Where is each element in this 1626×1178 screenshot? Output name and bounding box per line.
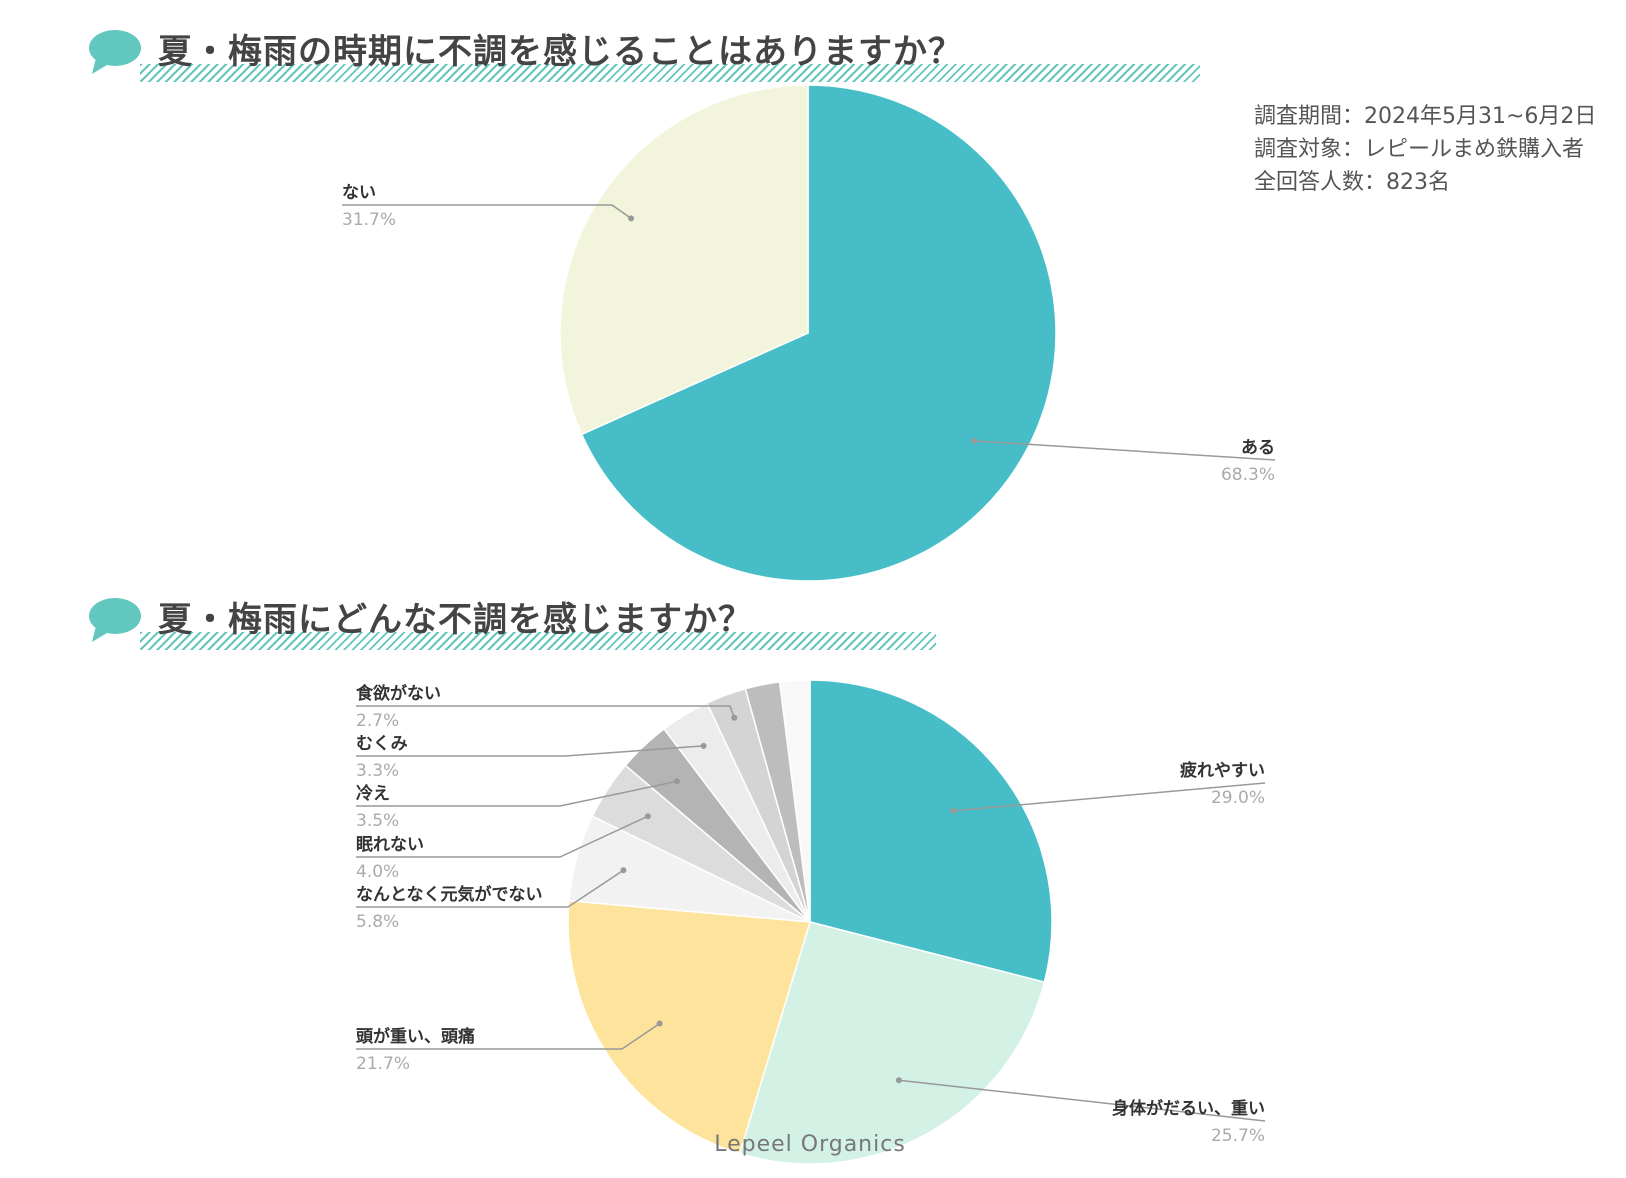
brand-footer: Lepeel Organics	[714, 1132, 906, 1157]
pie2-label-3: なんとなく元気がでない	[356, 884, 543, 905]
speech-bubble-icon	[89, 598, 141, 642]
survey-period: 調査期間：2024年5月31~6月2日	[1254, 104, 1597, 129]
pie2-leader-line-0	[953, 782, 1266, 812]
survey-info: 調査期間：2024年5月31~6月2日 調査対象：レピールまめ鉄購入者 全回答人…	[1254, 100, 1596, 199]
pie2-slice-2	[567, 899, 811, 1155]
pie2-value-1: 25.7%	[1211, 1126, 1265, 1146]
pie1-leader-dot-1	[628, 215, 635, 222]
pie2-leader-line-6	[356, 745, 704, 757]
pie-chart-2: 疲れやすい 29.0% 身体がだるい、重い 25.7% 頭が重い、頭痛 21.7% なんとな…	[356, 679, 1266, 1165]
pie2-label-0: 疲れやすい	[1180, 760, 1265, 781]
pie2-value-2: 21.7%	[356, 1054, 410, 1074]
pie2-value-4: 4.0%	[356, 862, 399, 882]
pie1-value-1: 31.7%	[342, 210, 396, 230]
pie2-label-6: むくみ	[356, 734, 408, 754]
pie2-label-4: 眠れない	[356, 835, 424, 855]
pie2-label-5: 冷え	[356, 783, 390, 804]
pie2-value-3: 5.8%	[356, 912, 399, 932]
pie1-leader-line-1	[342, 204, 632, 220]
pie1-label-1: ない	[342, 183, 376, 203]
pie2-leader-dot-0	[950, 807, 957, 814]
pie1-value-0: 68.3%	[1221, 465, 1275, 485]
survey-target: 調査対象：レピールまめ鉄購入者	[1254, 137, 1585, 162]
pie2-leader-line-1	[898, 1079, 1266, 1122]
pie2-value-5: 3.5%	[356, 811, 399, 831]
pie2-leader-dot-4	[644, 813, 651, 820]
heading-underline-stripe	[140, 64, 1200, 82]
question-1-title: 夏・梅雨の時期に不調を感じることはありますか？	[158, 32, 963, 72]
pie1-leader-dot-0	[971, 437, 978, 444]
pie2-leader-dot-5	[674, 778, 680, 785]
pie2-leader-dot-2	[656, 1020, 663, 1027]
heading-underline-stripe	[140, 632, 936, 650]
pie2-leader-line-7	[356, 705, 736, 719]
question-2-title: 夏・梅雨にどんな不調を感じますか？	[158, 600, 753, 640]
pie1-slice-0	[580, 84, 1057, 582]
survey-respondents: 全回答人数：823名	[1254, 170, 1450, 195]
speech-bubble-icon	[89, 30, 141, 74]
pie2-slice-9	[778, 679, 811, 923]
pie2-leader-dot-3	[620, 867, 627, 874]
pie2-value-0: 29.0%	[1211, 788, 1265, 808]
pie2-leader-dot-7	[731, 714, 738, 721]
pie2-label-1: 身体がだるい、重い	[1112, 1098, 1265, 1119]
pie1-label-0: ある	[1241, 438, 1275, 458]
pie2-slice-0	[809, 679, 1053, 984]
pie2-leader-line-3	[356, 869, 624, 908]
pie2-label-7: 食欲がない	[356, 683, 441, 704]
pie2-value-6: 3.3%	[356, 761, 399, 781]
pie2-leader-dot-6	[700, 742, 707, 749]
pie2-leader-dot-1	[895, 1077, 902, 1084]
pie2-label-2: 頭が重い、頭痛	[356, 1026, 475, 1047]
pie2-leader-line-5	[356, 780, 678, 807]
pie1-leader-line-0	[974, 440, 1276, 461]
pie1-slice-1	[559, 84, 809, 436]
pie-chart-1: ある 68.3% ない 31.7%	[342, 84, 1276, 582]
pie2-leader-line-4	[356, 815, 649, 858]
pie2-value-7: 2.7%	[356, 711, 399, 731]
pie2-slice-1	[738, 921, 1046, 1165]
pie2-leader-line-2	[356, 1022, 661, 1050]
